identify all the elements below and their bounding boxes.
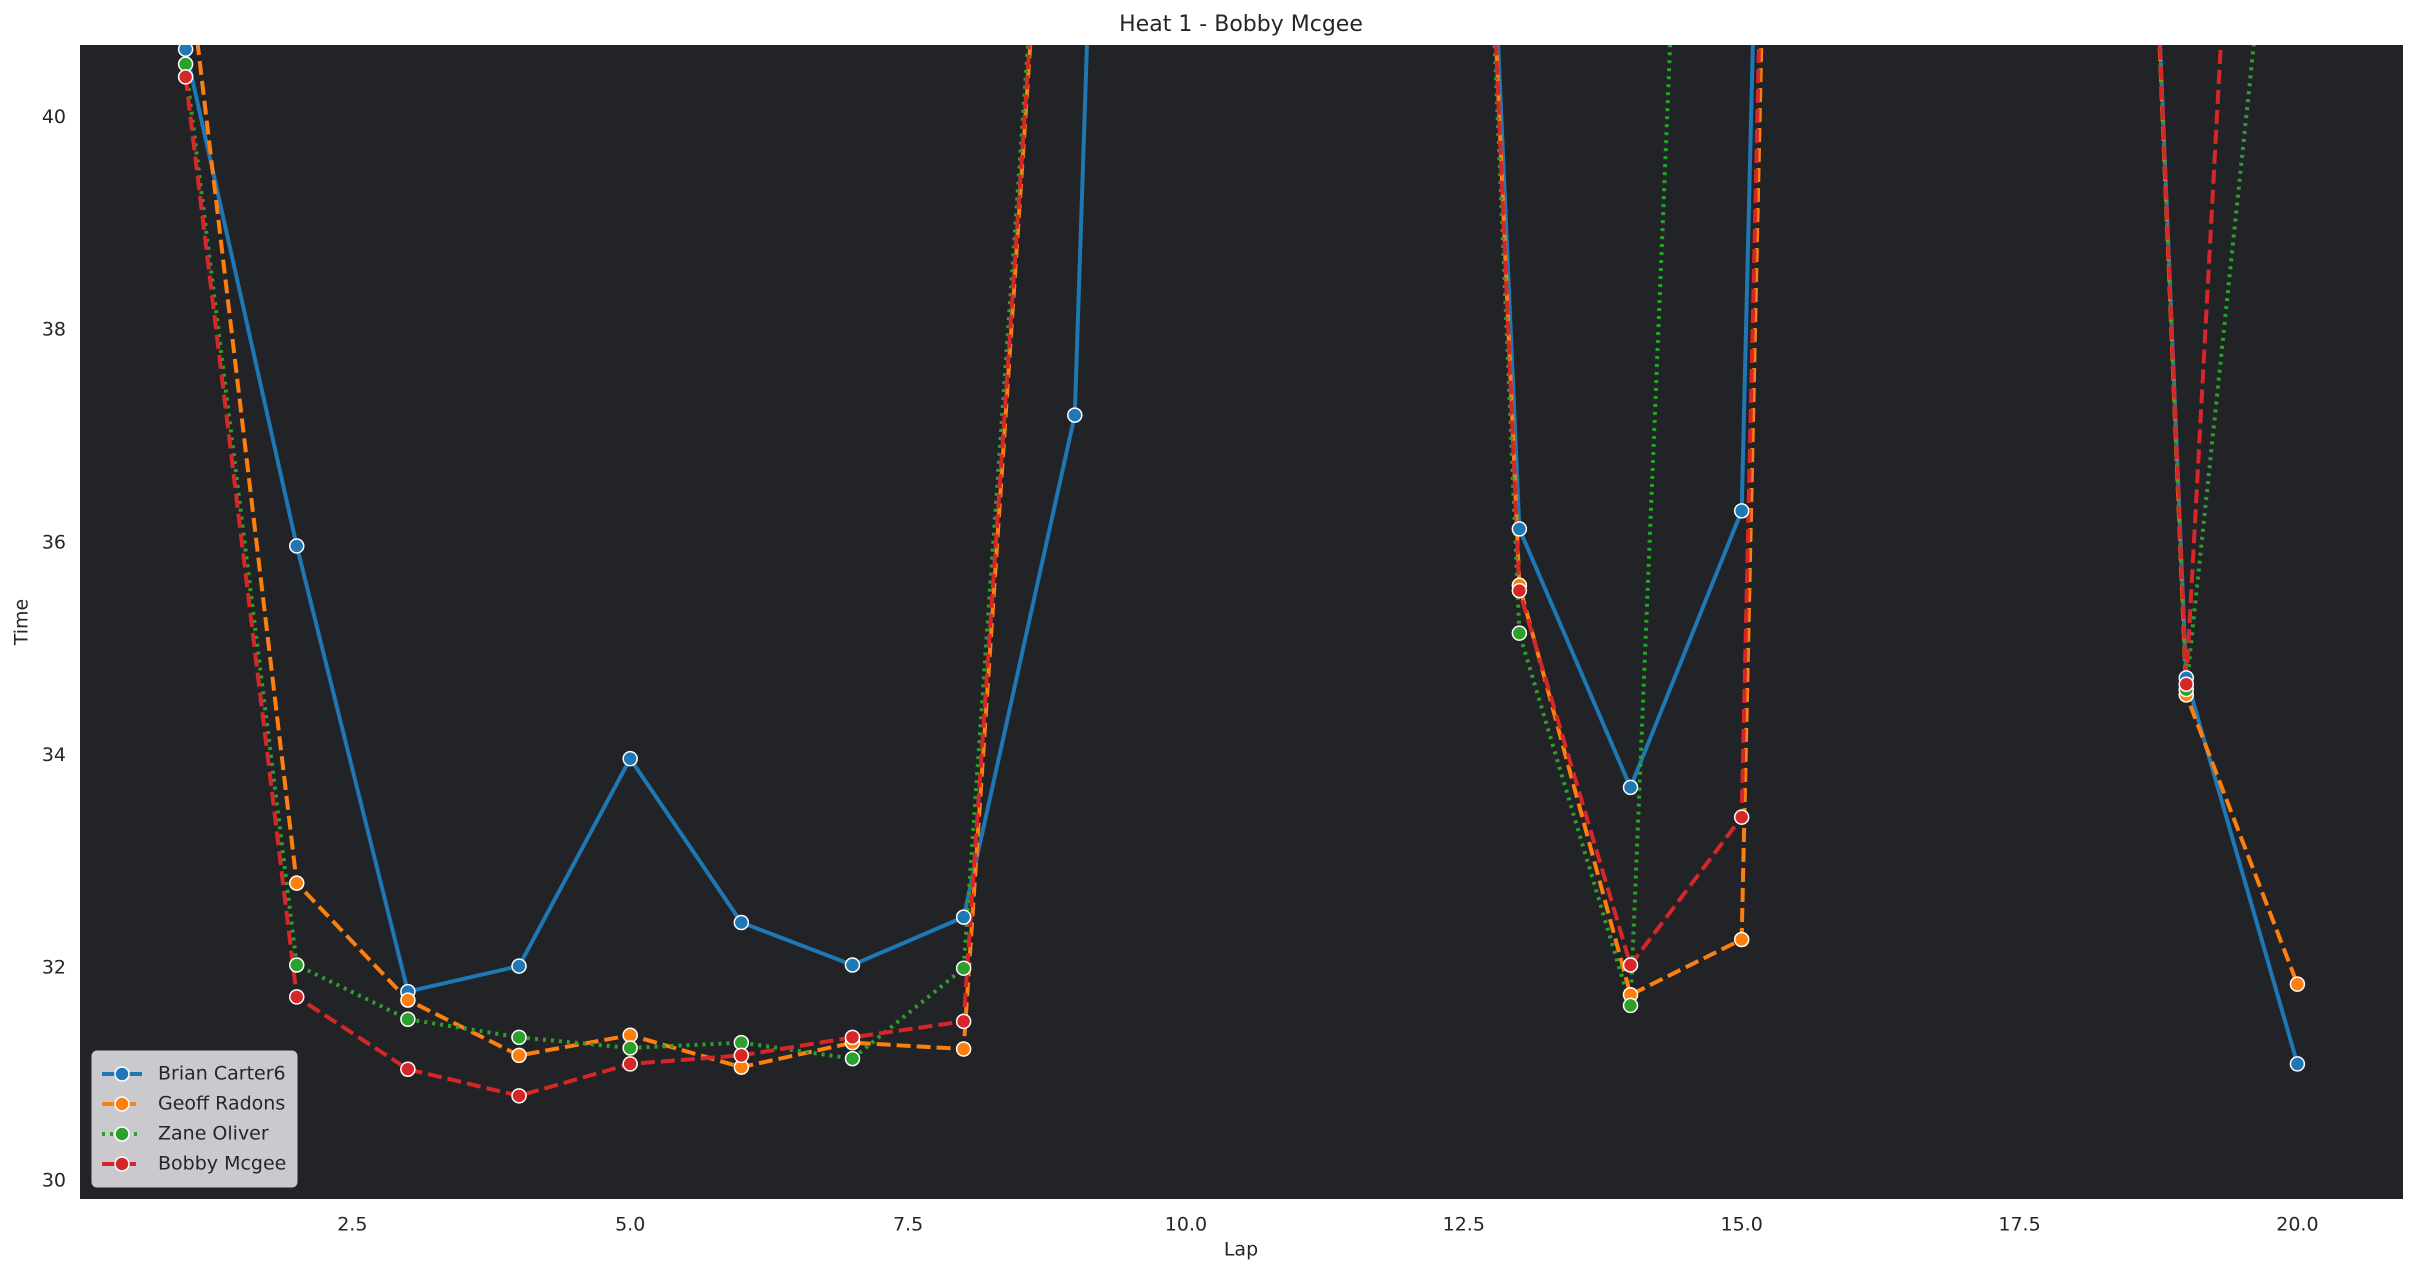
data-point bbox=[1733, 503, 1750, 519]
x-tick-label: 2.5 bbox=[337, 1214, 367, 1236]
data-point bbox=[955, 1041, 972, 1057]
data-point bbox=[2178, 676, 2195, 692]
data-point bbox=[955, 960, 972, 976]
legend-marker bbox=[114, 1096, 130, 1112]
x-tick-label: 17.5 bbox=[1998, 1214, 2040, 1236]
data-point bbox=[2289, 976, 2306, 992]
data-point bbox=[622, 1040, 638, 1056]
y-axis-label: Time bbox=[11, 599, 33, 647]
data-point bbox=[177, 69, 194, 85]
x-axis-label: Lap bbox=[1224, 1239, 1258, 1261]
y-tick-label: 38 bbox=[42, 319, 66, 341]
data-point bbox=[733, 1047, 750, 1064]
legend-label: Brian Carter6 bbox=[158, 1063, 286, 1085]
series-line bbox=[183, 45, 2223, 1098]
x-tick-label: 7.5 bbox=[893, 1214, 923, 1236]
x-tick-label: 10.0 bbox=[1165, 1214, 1207, 1236]
data-point bbox=[844, 1029, 861, 1046]
data-point bbox=[955, 909, 972, 925]
plot-lines bbox=[177, 45, 2306, 1104]
legend-marker bbox=[114, 1066, 130, 1082]
data-point bbox=[511, 958, 527, 974]
data-point bbox=[622, 1056, 638, 1072]
legend-label: Bobby Mcgee bbox=[158, 1153, 286, 1175]
legend-marker bbox=[114, 1156, 130, 1172]
chart-title: Heat 1 - Bobby Mcgee bbox=[1119, 12, 1363, 37]
data-point bbox=[511, 1088, 527, 1104]
data-point bbox=[400, 1061, 416, 1077]
y-tick-label: 34 bbox=[42, 744, 66, 766]
legend-label: Geoff Radons bbox=[158, 1093, 285, 1115]
data-point bbox=[1067, 407, 1083, 423]
data-point bbox=[2289, 1056, 2306, 1072]
data-point bbox=[288, 989, 305, 1005]
y-tick-label: 36 bbox=[42, 531, 66, 553]
data-point bbox=[1733, 809, 1750, 825]
data-point bbox=[288, 875, 305, 891]
data-point bbox=[1511, 625, 1528, 641]
data-point bbox=[622, 1027, 638, 1043]
y-tick-label: 32 bbox=[42, 957, 66, 979]
data-point bbox=[288, 957, 305, 973]
data-point bbox=[1511, 521, 1528, 537]
x-tick-label: 5.0 bbox=[615, 1214, 645, 1236]
data-point bbox=[1622, 779, 1639, 796]
data-point bbox=[733, 914, 750, 931]
data-point bbox=[1733, 931, 1750, 948]
series-line bbox=[183, 45, 2256, 1061]
data-point bbox=[1622, 997, 1639, 1014]
data-point bbox=[177, 56, 194, 72]
y-tick-label: 40 bbox=[42, 106, 66, 128]
data-point bbox=[177, 45, 194, 58]
legend-marker bbox=[114, 1126, 130, 1142]
x-tick-label: 20.0 bbox=[2276, 1214, 2318, 1236]
data-point bbox=[400, 1011, 416, 1028]
x-tick-label: 15.0 bbox=[1721, 1214, 1763, 1236]
data-point bbox=[622, 750, 638, 767]
data-point bbox=[955, 1013, 972, 1030]
legend-label: Zane Oliver bbox=[158, 1123, 269, 1145]
series-line bbox=[183, 45, 2300, 1065]
data-point bbox=[844, 1050, 861, 1067]
y-tick-label: 30 bbox=[42, 1169, 66, 1191]
data-point bbox=[288, 538, 305, 554]
legend-box bbox=[91, 1050, 298, 1188]
legend: Brian Carter6 Geoff Radons Zane Oliver Bobb… bbox=[91, 1050, 298, 1188]
plot-area bbox=[80, 45, 2403, 1199]
x-tick-label: 12.5 bbox=[1443, 1214, 1485, 1236]
data-point bbox=[511, 1029, 527, 1046]
data-point bbox=[1511, 582, 1528, 599]
data-point bbox=[733, 1034, 750, 1051]
data-point bbox=[1622, 957, 1639, 973]
data-point bbox=[511, 1047, 527, 1064]
data-point bbox=[844, 957, 861, 973]
series-line bbox=[195, 45, 2300, 1070]
data-point bbox=[400, 992, 416, 1008]
